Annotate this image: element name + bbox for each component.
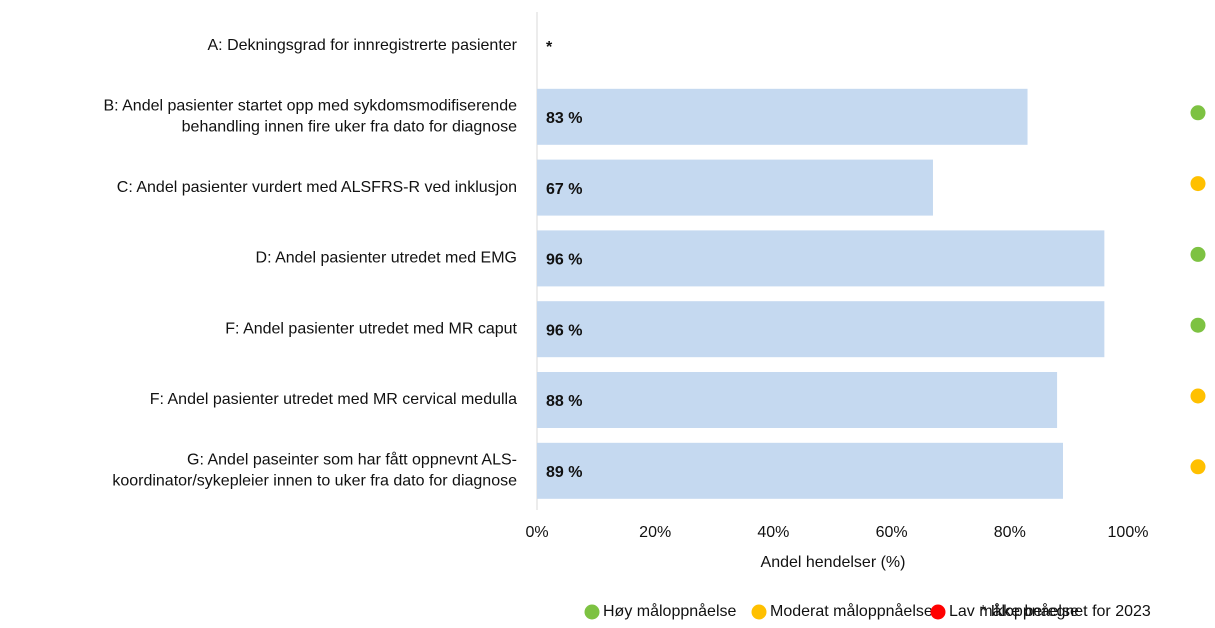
y-tick-label: D: Andel pasienter utredet med EMG — [256, 250, 517, 267]
legend-marker — [930, 604, 946, 620]
y-tick-label: koordinator/sykepleier innen to uker fra… — [112, 473, 517, 490]
bar — [537, 372, 1058, 428]
legend-marker — [751, 604, 767, 620]
y-tick-label: G: Andel paseinter som har fått oppnevnt… — [187, 451, 517, 469]
status-dot — [1190, 246, 1206, 262]
x-axis-label: Andel hendelser (%) — [761, 554, 906, 571]
x-tick-label: 100% — [1108, 524, 1149, 541]
y-tick-label: C: Andel pasienter vurdert med ALSFRS-R … — [117, 179, 517, 196]
x-tick-label: 20% — [639, 524, 671, 541]
value-label: 96 % — [546, 252, 582, 269]
y-tick-label: F: Andel pasienter utredet med MR cervic… — [150, 391, 517, 408]
y-tick-label: F: Andel pasienter utredet med MR caput — [225, 320, 517, 337]
legend-label: Moderat måloppnåelse — [770, 602, 933, 620]
legend-note: * Ikke beregnet for 2023 — [980, 603, 1151, 620]
value-label: 88 % — [546, 393, 582, 410]
y-tick-label: behandling innen fire uker fra dato for … — [182, 119, 517, 136]
x-tick-label: 40% — [757, 524, 789, 541]
x-tick-label: 0% — [525, 524, 548, 541]
legend-label: Høy måloppnåelse — [603, 602, 737, 620]
status-dot — [1190, 105, 1206, 121]
y-tick-label: B: Andel pasienter startet opp med sykdo… — [103, 98, 517, 115]
status-dot — [1190, 176, 1206, 192]
value-label: 96 % — [546, 322, 582, 339]
status-dot — [1190, 388, 1206, 404]
status-dot — [1190, 459, 1206, 475]
value-label: 83 % — [546, 110, 582, 127]
x-tick-label: 60% — [876, 524, 908, 541]
legend-marker — [584, 604, 600, 620]
value-label: 89 % — [546, 464, 582, 481]
bar — [537, 301, 1105, 358]
y-tick-label: A: Dekningsgrad for innregistrerte pasie… — [208, 37, 518, 54]
status-dot — [1190, 317, 1206, 333]
bar — [537, 88, 1028, 145]
value-label: 67 % — [546, 181, 582, 198]
legend-label: Lav måloppnåelse — [949, 602, 1079, 620]
x-tick-label: 80% — [994, 524, 1026, 541]
value-label: * — [546, 39, 553, 56]
bar — [537, 442, 1063, 499]
bar — [537, 159, 933, 216]
bar — [537, 230, 1105, 287]
